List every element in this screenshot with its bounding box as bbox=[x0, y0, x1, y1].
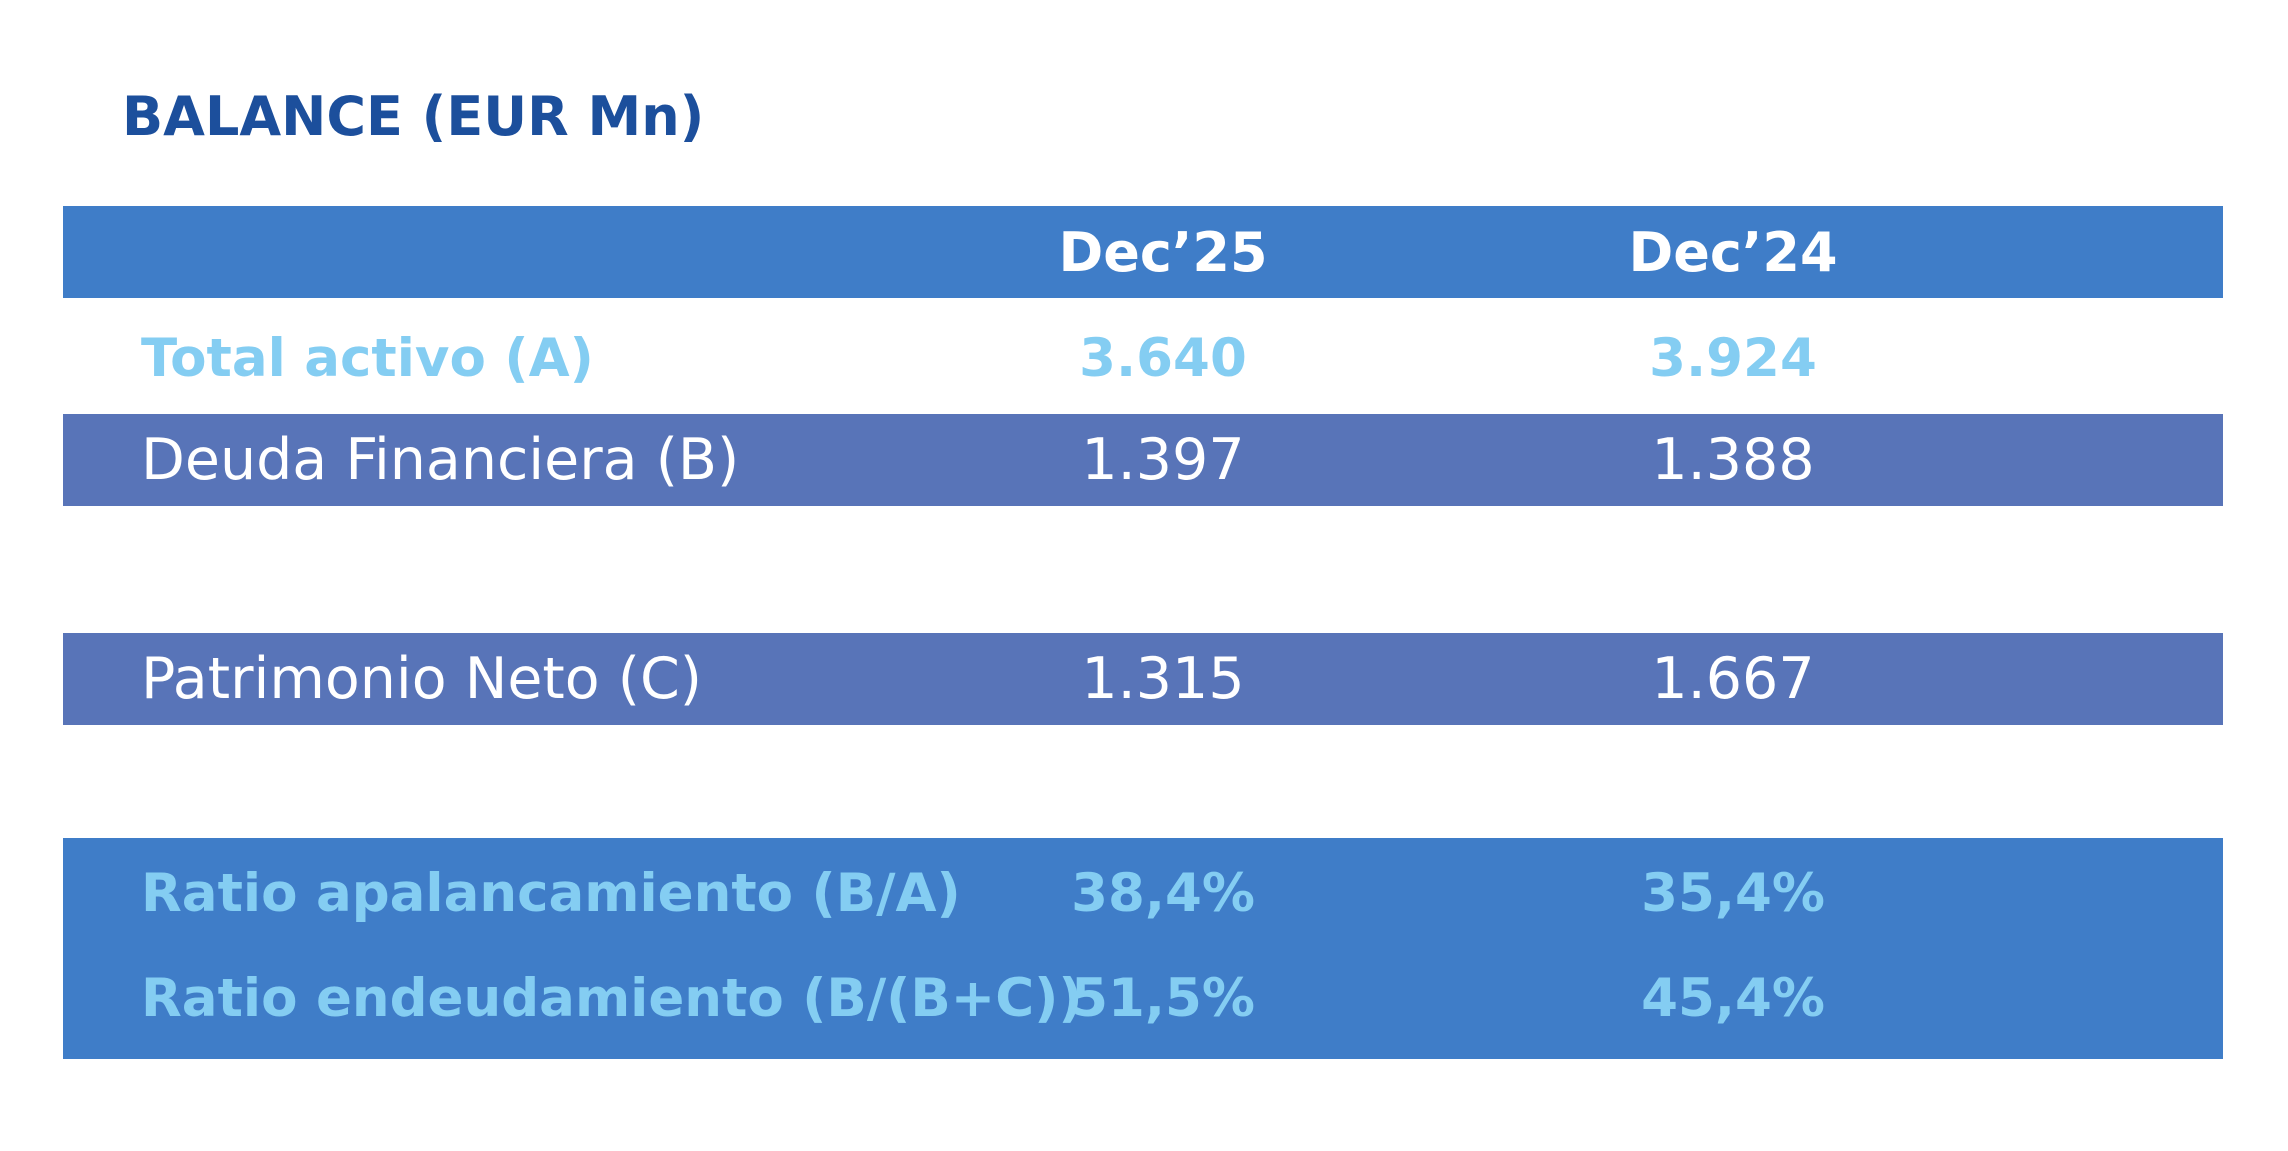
table-row: Patrimonio Neto (C) 1.315 1.667 bbox=[63, 633, 2223, 725]
table-row: Total activo (A) 3.640 3.924 bbox=[63, 312, 2223, 404]
row-label-ratio-endeudamiento: Ratio endeudamiento (B/(B+C)) bbox=[141, 967, 1083, 1029]
page-title: BALANCE (EUR Mn) bbox=[122, 85, 705, 148]
row-label-total-activo: Total activo (A) bbox=[141, 327, 594, 389]
value-total-activo-dec24: 3.924 bbox=[1649, 327, 1817, 389]
value-deuda-dec24: 1.388 bbox=[1651, 427, 1815, 493]
table-row: Ratio apalancamiento (B/A) 38,4% 35,4% bbox=[63, 843, 2223, 943]
table-header-row: Dec’25 Dec’24 bbox=[63, 206, 2223, 298]
value-patrimonio-dec25: 1.315 bbox=[1081, 646, 1245, 712]
value-apalancamiento-dec24: 35,4% bbox=[1641, 862, 1825, 924]
ratio-band bbox=[63, 838, 2223, 1059]
row-band-patrimonio bbox=[63, 633, 2223, 725]
value-deuda-dec25: 1.397 bbox=[1081, 427, 1245, 493]
value-endeudamiento-dec24: 45,4% bbox=[1641, 967, 1825, 1029]
value-apalancamiento-dec25: 38,4% bbox=[1071, 862, 1255, 924]
column-header-dec24: Dec’24 bbox=[1628, 220, 1838, 284]
table-row: Deuda Financiera (B) 1.397 1.388 bbox=[63, 414, 2223, 506]
row-label-deuda-financiera: Deuda Financiera (B) bbox=[141, 427, 740, 493]
value-total-activo-dec25: 3.640 bbox=[1079, 327, 1247, 389]
value-patrimonio-dec24: 1.667 bbox=[1651, 646, 1815, 712]
table-row: Ratio endeudamiento (B/(B+C)) 51,5% 45,4… bbox=[63, 948, 2223, 1048]
row-label-patrimonio-neto: Patrimonio Neto (C) bbox=[141, 646, 703, 712]
row-band-deuda bbox=[63, 414, 2223, 506]
row-label-ratio-apalancamiento: Ratio apalancamiento (B/A) bbox=[141, 862, 961, 924]
header-band bbox=[63, 206, 2223, 298]
value-endeudamiento-dec25: 51,5% bbox=[1071, 967, 1255, 1029]
column-header-dec25: Dec’25 bbox=[1058, 220, 1268, 284]
